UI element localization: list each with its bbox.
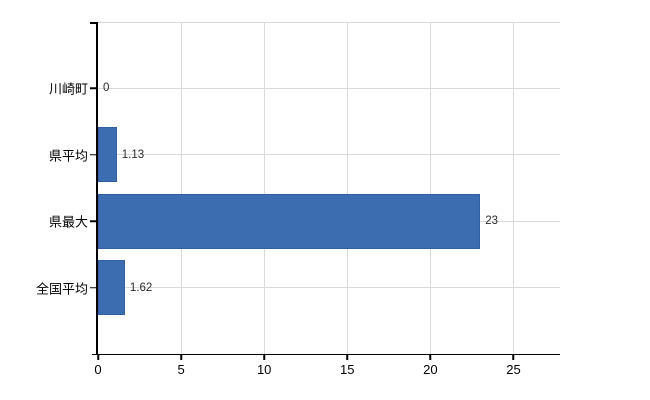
bar-3 (98, 193, 481, 249)
x-axis-tick-mark (97, 354, 99, 360)
vertical-gridline (430, 22, 432, 354)
category-label: 県平均 (48, 148, 88, 164)
x-axis-tick-label: 5 (177, 362, 185, 377)
category-label: 県最大 (48, 214, 88, 230)
vertical-gridline (181, 22, 183, 354)
x-axis-tick-label: 10 (256, 362, 272, 377)
x-axis-tick-mark (263, 354, 265, 360)
y-axis-top-tick (90, 22, 98, 24)
x-axis-tick-label: 25 (506, 362, 521, 377)
bar-4 (98, 260, 125, 316)
bar-2 (98, 127, 117, 183)
bar-value-label: 1.62 (129, 281, 153, 294)
x-axis-tick-label: 0 (94, 362, 102, 377)
x-axis-tick-label: 15 (340, 362, 355, 377)
vertical-gridline (347, 22, 349, 354)
plot-top-border (98, 22, 560, 23)
vertical-gridline (264, 22, 266, 354)
x-axis-tick-mark (429, 354, 432, 360)
x-axis-ticks: 0 5 10 15 20 25 (94, 354, 560, 384)
horizontal-gridline (98, 287, 560, 289)
y-axis-tick-mark (90, 286, 97, 289)
y-axis-line (96, 22, 98, 354)
y-axis-tick-mark (90, 220, 97, 222)
x-axis-tick-mark (512, 354, 515, 360)
bar-value-label: 23 (485, 215, 499, 228)
x-axis-line (92, 353, 560, 355)
category-label: 川崎町 (48, 81, 88, 97)
vertical-gridline (513, 22, 515, 354)
y-axis-tick-mark (90, 87, 97, 90)
horizontal-gridline (98, 87, 560, 89)
x-axis-tick-label: 20 (423, 362, 438, 377)
y-axis-tick-mark (90, 154, 97, 156)
bar-value-label: 1.13 (121, 148, 145, 161)
plot-area: 0 1.13 23 1.62 (90, 22, 560, 355)
category-label: 全国平均 (35, 281, 88, 297)
horizontal-gridline (98, 154, 560, 156)
x-axis-tick-mark (180, 354, 182, 360)
x-axis-tick-mark (346, 354, 349, 360)
bar-value-label: 0 (103, 82, 110, 95)
y-axis-labels: 川崎町県平均県最大全国平均 (0, 22, 98, 354)
